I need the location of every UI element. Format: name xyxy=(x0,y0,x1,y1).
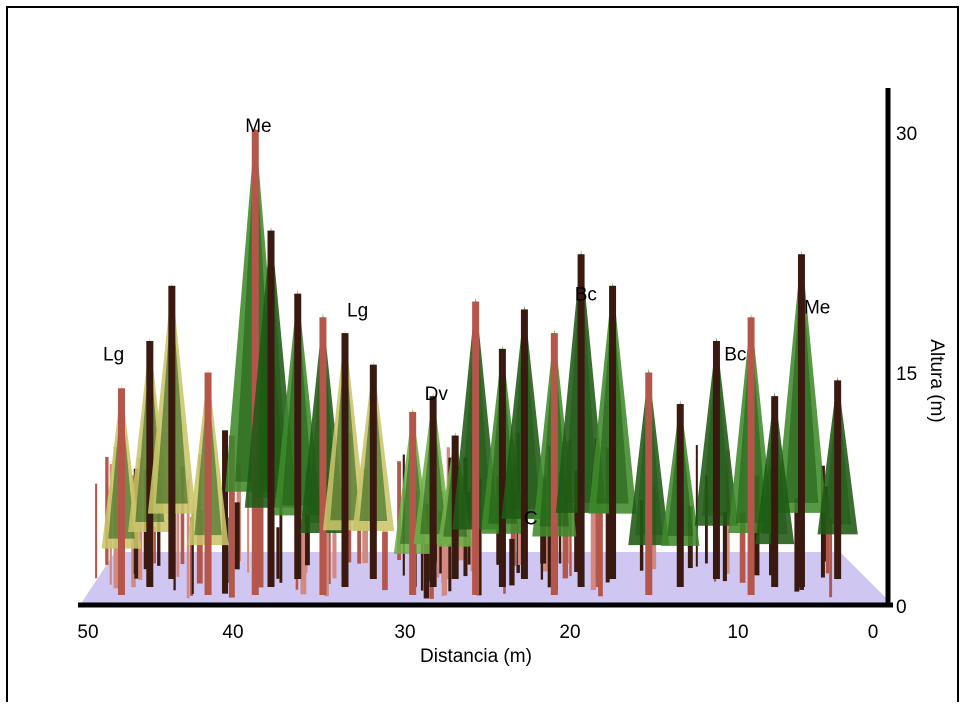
species-label: Me xyxy=(245,116,271,137)
tree-trunk xyxy=(520,309,528,579)
background-stem xyxy=(332,519,337,579)
background-stem xyxy=(590,473,596,591)
tree-trunk xyxy=(409,411,417,595)
x-tick-label: 10 xyxy=(727,622,748,643)
background-stem xyxy=(228,435,235,598)
y-tick-label: 15 xyxy=(896,364,917,385)
species-label: C xyxy=(524,509,538,530)
background-stem xyxy=(222,430,229,594)
tree-trunk xyxy=(369,364,377,579)
background-stem xyxy=(95,483,98,579)
background-stem xyxy=(279,487,283,583)
tree-trunk xyxy=(168,285,176,579)
tree-trunk xyxy=(341,333,349,587)
background-stem xyxy=(191,510,194,595)
species-label: Bc xyxy=(724,345,746,366)
tree-trunk xyxy=(712,340,720,579)
background-stem xyxy=(300,514,307,595)
tree-trunk xyxy=(267,230,275,587)
background-stem xyxy=(443,536,448,596)
tree-trunk xyxy=(550,333,558,595)
species-label: Dv xyxy=(425,384,449,405)
tree-trunk xyxy=(204,372,212,595)
tree-trunk xyxy=(319,317,327,595)
background-stem xyxy=(324,472,329,597)
background-stem xyxy=(540,502,544,580)
background-stem xyxy=(180,466,185,565)
tree-trunk xyxy=(577,254,585,587)
tree-trunk xyxy=(429,396,437,587)
tree-trunk xyxy=(251,129,259,595)
background-stem xyxy=(196,509,203,584)
x-axis-title: Distancia (m) xyxy=(420,646,532,667)
background-stem xyxy=(357,499,362,564)
background-stem xyxy=(258,473,264,588)
background-stem xyxy=(276,527,280,579)
x-tick-label: 0 xyxy=(868,622,879,643)
species-label: Lg xyxy=(103,345,124,366)
background-stem xyxy=(382,531,388,591)
background-stem xyxy=(153,526,156,564)
background-stem xyxy=(722,511,727,582)
background-stem xyxy=(739,512,746,583)
background-stem xyxy=(509,538,515,586)
tree-trunk xyxy=(609,285,617,579)
tree-trunk xyxy=(294,293,302,579)
background-stem xyxy=(695,445,698,567)
background-stem xyxy=(397,461,401,561)
tree-trunk xyxy=(771,396,779,587)
background-stem xyxy=(186,478,190,599)
tree-trunk xyxy=(498,348,506,587)
background-stem xyxy=(825,497,830,574)
tree-trunk xyxy=(645,372,653,595)
x-tick-label: 30 xyxy=(394,622,415,643)
tree-trunk xyxy=(797,254,805,587)
background-stem xyxy=(829,517,833,598)
background-stem xyxy=(476,478,482,596)
background-stem xyxy=(595,446,599,588)
y-tick-label: 30 xyxy=(896,124,917,145)
background-stem xyxy=(574,470,580,572)
tree-trunk xyxy=(676,404,684,587)
tree-trunk xyxy=(472,301,480,595)
figure-frame xyxy=(6,6,959,702)
species-label: Lg xyxy=(347,300,368,321)
tree-trunk xyxy=(834,380,842,579)
background-stem xyxy=(327,529,331,584)
background-stem xyxy=(794,498,800,592)
tree-trunk xyxy=(117,388,125,595)
background-stem xyxy=(436,525,440,578)
background-stem xyxy=(247,488,250,573)
background-stem xyxy=(598,484,603,597)
background-stem xyxy=(496,533,500,564)
background-stem xyxy=(190,517,194,596)
species-label: Me xyxy=(804,297,830,318)
background-stem xyxy=(224,517,229,583)
background-stem xyxy=(605,447,610,583)
x-tick-label: 40 xyxy=(222,622,243,643)
tree-trunk xyxy=(146,340,154,587)
species-label: Bc xyxy=(575,285,597,306)
y-axis-title: Altura (m) xyxy=(926,339,947,423)
tree-trunk xyxy=(747,317,755,595)
y-tick-label: 0 xyxy=(896,597,907,618)
x-tick-label: 50 xyxy=(77,622,98,643)
background-stem xyxy=(176,484,180,577)
background-stem xyxy=(234,502,240,570)
x-tick-label: 20 xyxy=(559,622,580,643)
